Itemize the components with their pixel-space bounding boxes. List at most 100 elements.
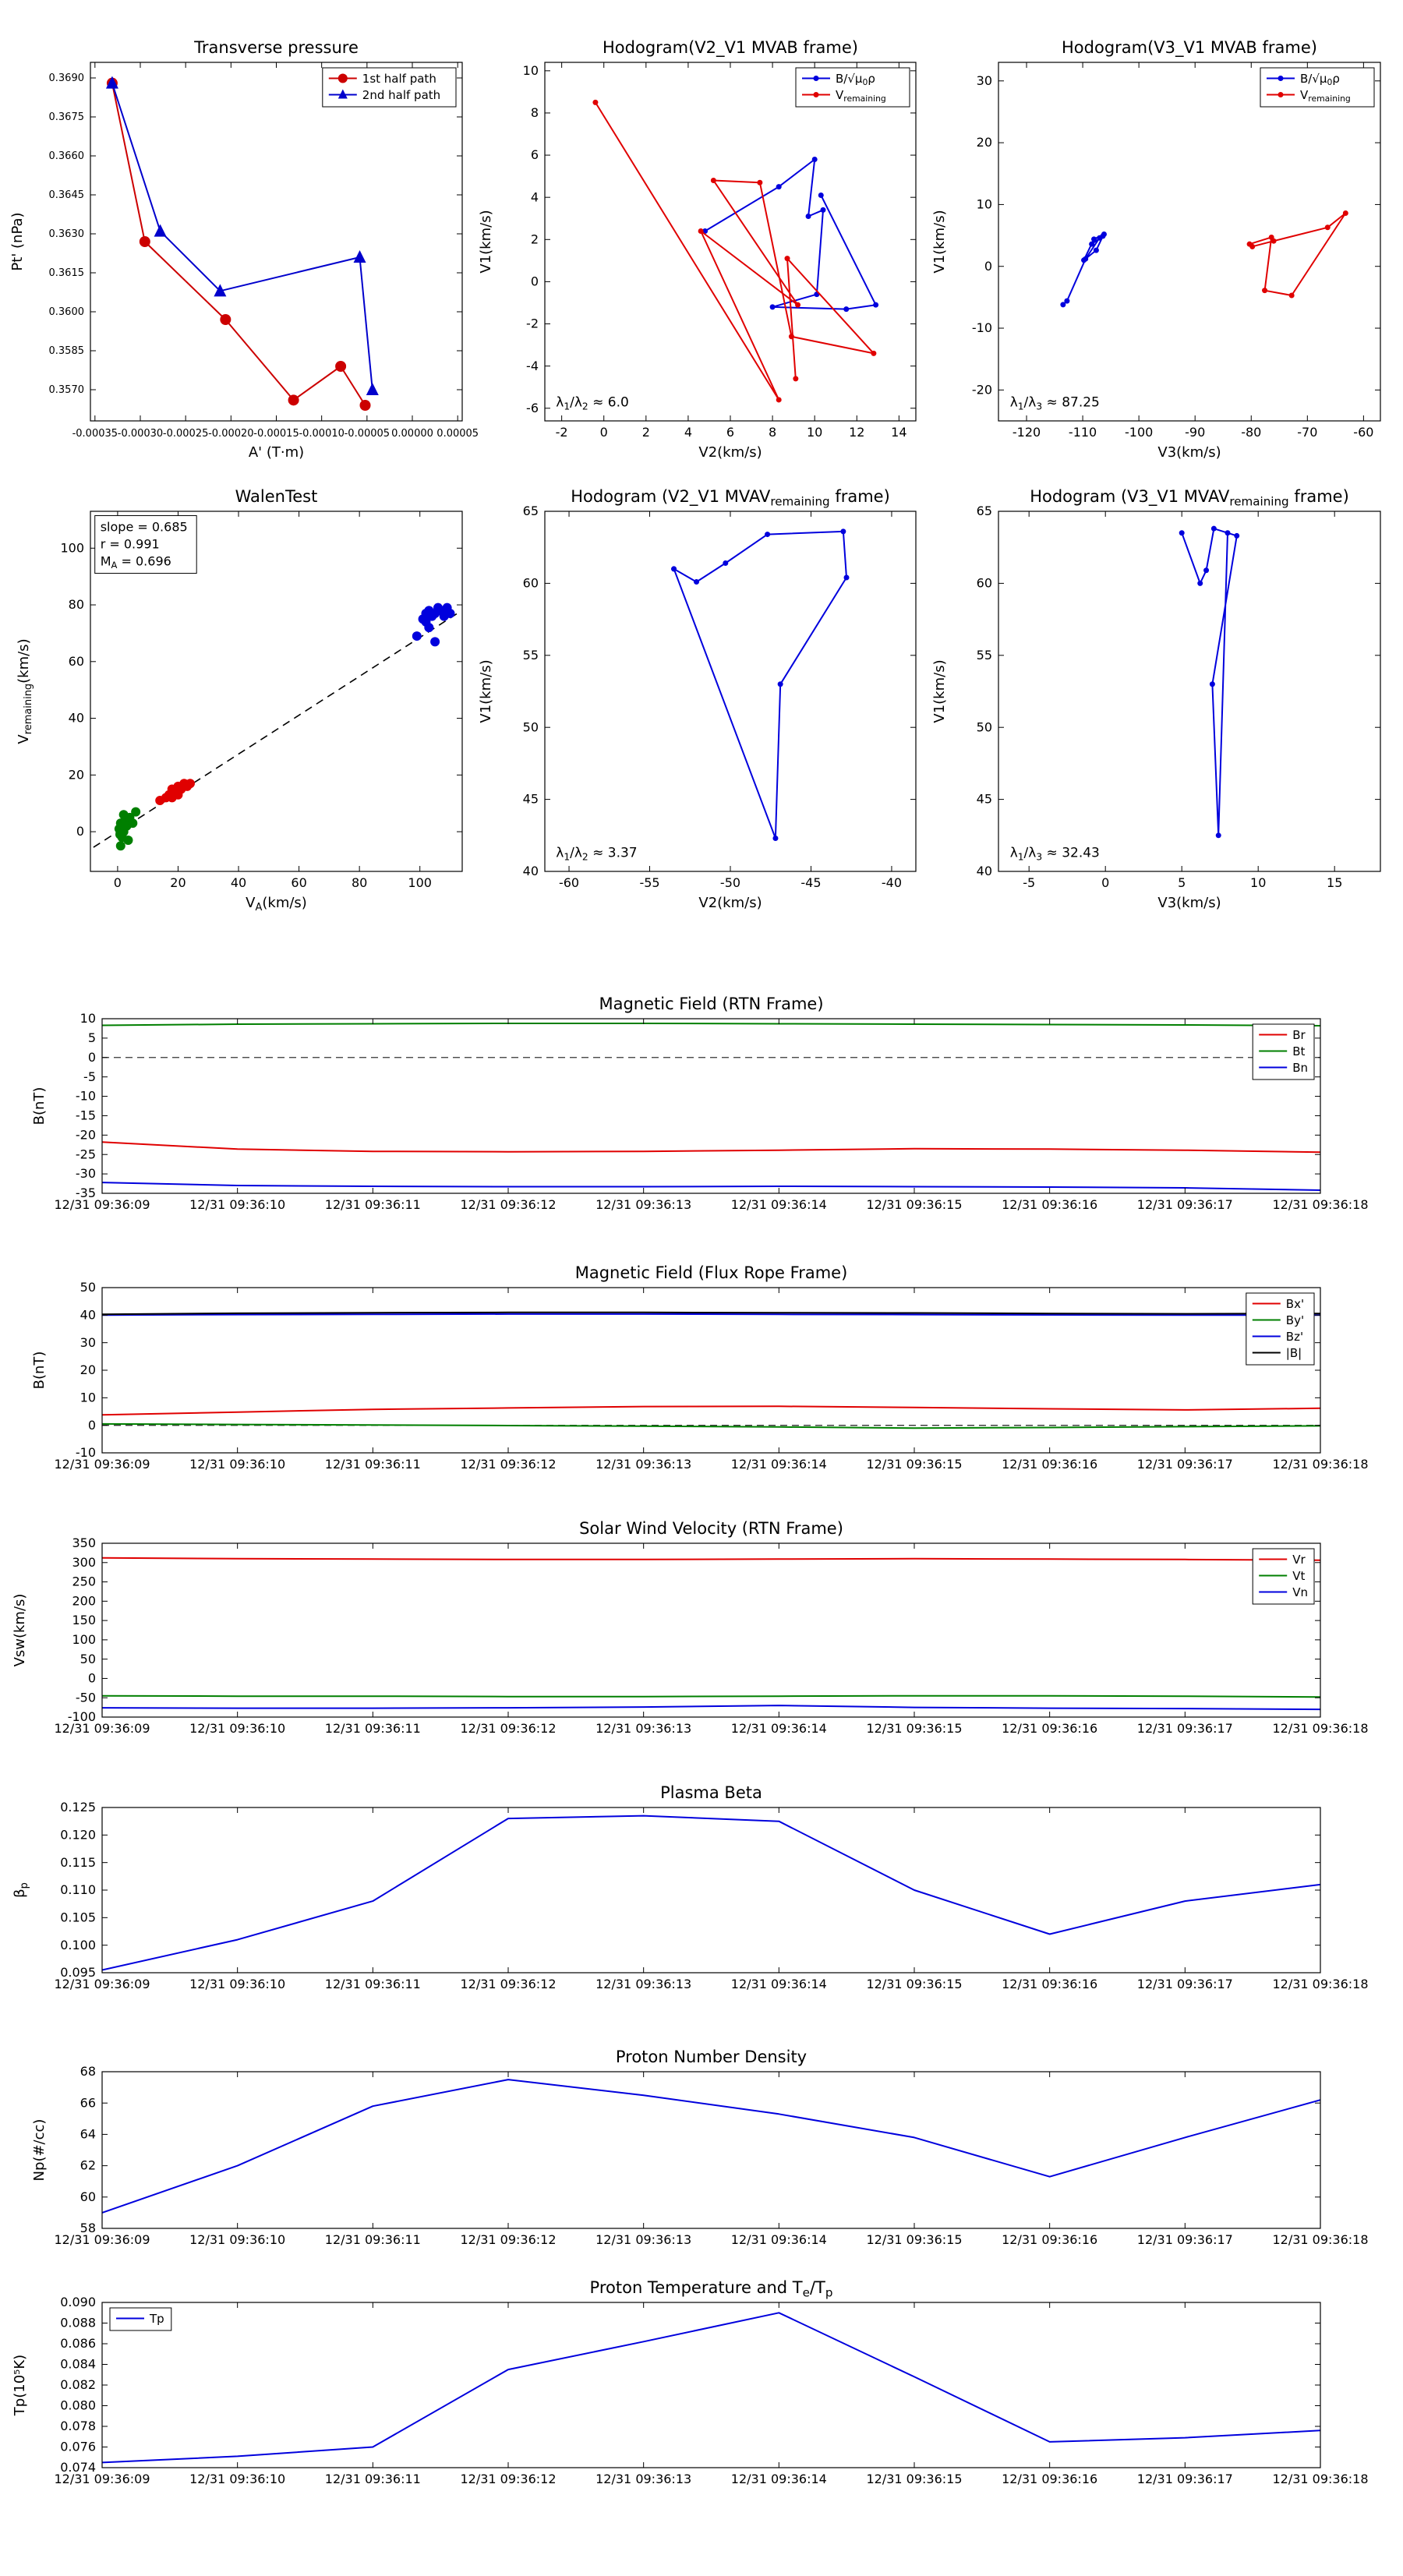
y-tick-label: 45 bbox=[977, 792, 992, 807]
svg-text:λ1/λ3 ≈ 87.25: λ1/λ3 ≈ 87.25 bbox=[1010, 395, 1100, 412]
x-axis-label: V2(km/s) bbox=[698, 895, 762, 911]
y-tick-label: -35 bbox=[76, 1186, 96, 1200]
x-tick-label: 12/31 09:36:11 bbox=[325, 1721, 421, 1736]
y-tick-label: 64 bbox=[80, 2127, 96, 2142]
annotation: λ1/λ2 ≈ 3.37 bbox=[556, 846, 637, 863]
series-cluster-red bbox=[155, 779, 195, 806]
y-tick-label: 65 bbox=[977, 504, 992, 518]
legend: 1st half path 2nd half path bbox=[322, 67, 457, 108]
y-tick-label: 55 bbox=[523, 648, 539, 663]
series-V-path bbox=[1179, 525, 1240, 839]
x-tick-label: -5 bbox=[1023, 875, 1035, 890]
series-V-remaining- bbox=[1246, 210, 1348, 299]
y-tick-label: 8 bbox=[531, 105, 539, 120]
series-2nd-half-path bbox=[105, 76, 379, 395]
x-tick-label: 12 bbox=[849, 425, 864, 440]
x-tick-label: 12/31 09:36:11 bbox=[325, 1457, 421, 1472]
x-tick-label: 12/31 09:36:16 bbox=[1002, 2232, 1097, 2247]
chart-hodogram-v2v1-mvab: Hodogram(V2_V1 MVAB frame) V2(km/s) V1(km/… bbox=[478, 38, 917, 461]
chart-mag-fluxrope: Magnetic Field (Flux Rope Frame) B(nT) 12/… bbox=[31, 1263, 1369, 1472]
y-tick-label: 0.3690 bbox=[49, 72, 85, 84]
svg-text:B/√μ0ρ: B/√μ0ρ bbox=[1300, 72, 1340, 87]
series-layer bbox=[1179, 525, 1240, 839]
y-tick-label: 10 bbox=[523, 63, 539, 78]
series-Vr bbox=[102, 1557, 1320, 1561]
y-tick-label: 50 bbox=[977, 719, 992, 734]
svg-text:slope = 0.685: slope = 0.685 bbox=[101, 520, 188, 535]
svg-text:|B|: |B| bbox=[1286, 1346, 1302, 1360]
y-tick-label: 0 bbox=[88, 1671, 96, 1686]
x-tick-label: -45 bbox=[800, 875, 821, 890]
x-tick-label: 12/31 09:36:09 bbox=[54, 1457, 150, 1472]
svg-text:Bx': Bx' bbox=[1286, 1297, 1304, 1311]
y-tick-label: 0.3570 bbox=[49, 384, 85, 396]
x-tick-label: 12/31 09:36:11 bbox=[325, 2232, 421, 2247]
chart-title: Proton Temperature and Te/Tp bbox=[590, 2278, 833, 2300]
svg-text:By': By' bbox=[1286, 1313, 1304, 1327]
y-tick-label: -30 bbox=[76, 1166, 96, 1181]
y-tick-label: 0.3660 bbox=[49, 150, 85, 162]
annotation: λ1/λ3 ≈ 32.43 bbox=[1010, 846, 1100, 863]
x-tick-label: 0.00000 bbox=[391, 428, 433, 440]
x-tick-label: 12/31 09:36:17 bbox=[1137, 1977, 1233, 1991]
y-tick-label: 20 bbox=[977, 135, 992, 150]
x-tick-label: 0 bbox=[1101, 875, 1109, 890]
series-B-0- bbox=[1060, 231, 1107, 308]
x-tick-label: -40 bbox=[882, 875, 902, 890]
svg-text:λ1/λ2 ≈ 6.0: λ1/λ2 ≈ 6.0 bbox=[556, 395, 629, 412]
svg-text:λ1/λ3 ≈ 32.43: λ1/λ3 ≈ 32.43 bbox=[1010, 846, 1100, 863]
y-tick-label: 20 bbox=[80, 1362, 96, 1377]
y-axis-label: V1(km/s) bbox=[931, 210, 948, 273]
y-tick-label: 80 bbox=[69, 597, 84, 612]
y-tick-label: 40 bbox=[69, 711, 84, 726]
y-tick-label: 0.084 bbox=[60, 2357, 96, 2372]
x-tick-label: 0.00005 bbox=[436, 428, 479, 440]
svg-text:Bt: Bt bbox=[1292, 1044, 1305, 1058]
y-tick-label: 62 bbox=[80, 2158, 96, 2173]
svg-text:Tp: Tp bbox=[149, 2312, 164, 2326]
x-tick-label: -70 bbox=[1297, 425, 1317, 440]
x-tick-label: 100 bbox=[408, 875, 432, 890]
y-tick-label: -6 bbox=[526, 401, 539, 415]
x-tick-label: 2 bbox=[642, 425, 650, 440]
series-|B| bbox=[102, 1311, 1320, 1316]
x-tick-label: -0.00010 bbox=[299, 428, 344, 440]
x-tick-label: 6 bbox=[726, 425, 734, 440]
x-tick-label: 4 bbox=[684, 425, 692, 440]
chart-title: Transverse pressure bbox=[193, 38, 359, 57]
x-tick-label: 12/31 09:36:15 bbox=[866, 1197, 962, 1212]
series-layer bbox=[102, 1023, 1320, 1191]
y-tick-label: 45 bbox=[523, 792, 539, 807]
legend: Vr Vt Vn bbox=[1252, 1548, 1315, 1605]
series-layer bbox=[671, 528, 850, 841]
svg-text:Vremaining: Vremaining bbox=[836, 88, 886, 104]
x-axis-label: A' (T·m) bbox=[249, 444, 304, 461]
axes-frame bbox=[998, 62, 1381, 422]
y-tick-label: 0.088 bbox=[60, 2316, 96, 2330]
x-tick-label: 12/31 09:36:13 bbox=[595, 1457, 691, 1472]
x-tick-label: -100 bbox=[1125, 425, 1153, 440]
x-tick-label: 8 bbox=[769, 425, 776, 440]
x-tick-label: 12/31 09:36:09 bbox=[54, 2232, 150, 2247]
svg-text:r = 0.991: r = 0.991 bbox=[101, 537, 160, 552]
x-tick-label: 12/31 09:36:16 bbox=[1002, 2472, 1097, 2486]
svg-text:λ1/λ2 ≈ 3.37: λ1/λ2 ≈ 3.37 bbox=[556, 846, 637, 863]
y-axis-label: B(nT) bbox=[31, 1087, 48, 1125]
axes-frame bbox=[90, 511, 463, 872]
y-axis-label: Pt' (nPa) bbox=[9, 212, 26, 270]
y-tick-label: 55 bbox=[977, 648, 992, 663]
x-tick-label: 20 bbox=[170, 875, 186, 890]
x-tick-label: 12/31 09:36:10 bbox=[189, 1721, 285, 1736]
x-tick-label: 12/31 09:36:17 bbox=[1137, 1197, 1233, 1212]
x-tick-label: 12/31 09:36:13 bbox=[595, 2472, 691, 2486]
x-tick-label: 12/31 09:36:13 bbox=[595, 1721, 691, 1736]
y-axis-label: Vremaining(km/s) bbox=[16, 638, 34, 744]
x-tick-label: 12/31 09:36:18 bbox=[1272, 1721, 1368, 1736]
svg-text:Bn: Bn bbox=[1292, 1061, 1308, 1075]
y-tick-label: -10 bbox=[972, 320, 992, 335]
chart-title: Solar Wind Velocity (RTN Frame) bbox=[579, 1519, 843, 1538]
x-tick-label: -2 bbox=[556, 425, 568, 440]
axes-frame bbox=[998, 511, 1381, 872]
svg-text:MA = 0.696: MA = 0.696 bbox=[101, 554, 171, 571]
x-tick-label: 12/31 09:36:09 bbox=[54, 1977, 150, 1991]
